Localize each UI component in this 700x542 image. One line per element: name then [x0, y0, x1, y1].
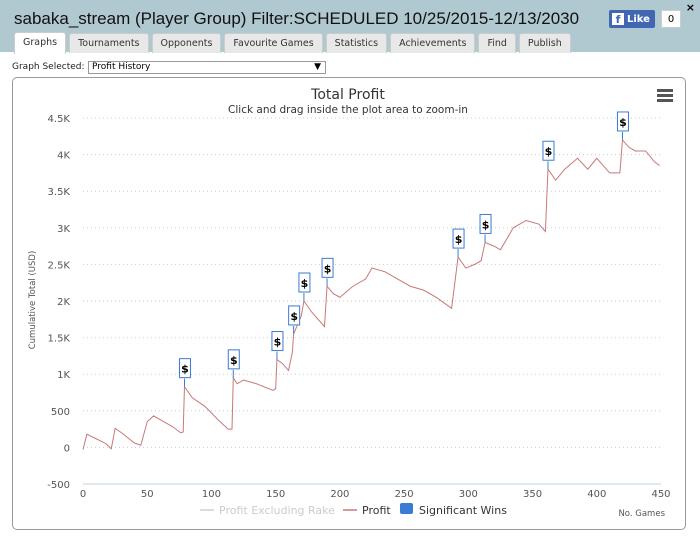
- flag-label: $: [301, 277, 309, 290]
- flag-label: $: [324, 262, 332, 275]
- significant-win-flag[interactable]: [452, 228, 465, 249]
- flag-label: $: [274, 336, 282, 349]
- y-tick-label: 0: [64, 443, 70, 454]
- significant-win-flag[interactable]: [542, 140, 555, 161]
- tab-favourite-games[interactable]: Favourite Games: [224, 33, 323, 53]
- facebook-like-button[interactable]: f Like: [609, 10, 655, 28]
- x-tick-label: 400: [587, 489, 606, 500]
- legend-item[interactable]: Significant Wins: [419, 504, 507, 517]
- x-tick-label: 450: [651, 489, 670, 500]
- close-icon[interactable]: ×: [685, 1, 695, 14]
- facebook-icon: f: [612, 13, 624, 26]
- flag-label: $: [181, 363, 189, 376]
- y-tick-label: 2K: [57, 297, 70, 308]
- x-tick-label: 300: [459, 489, 478, 500]
- tab-tournaments[interactable]: Tournaments: [69, 33, 149, 53]
- dropdown-arrow-icon: ▼: [314, 62, 321, 72]
- y-axis-label: Cumulative Total (USD): [28, 251, 38, 350]
- tab-opponents[interactable]: Opponents: [151, 33, 222, 53]
- x-tick-label: 0: [80, 489, 86, 500]
- significant-win-flag[interactable]: [271, 331, 284, 352]
- flag-label: $: [545, 145, 553, 158]
- flag-label: $: [290, 310, 298, 323]
- tab-statistics[interactable]: Statistics: [325, 33, 388, 53]
- graph-select[interactable]: Profit History ▼: [88, 61, 326, 74]
- y-tick-label: 3K: [57, 224, 70, 235]
- legend-item[interactable]: Profit Excluding Rake: [219, 504, 335, 517]
- y-tick-label: 4K: [57, 151, 70, 162]
- y-tick-label: 2.5K: [48, 260, 71, 271]
- like-count: 0: [661, 10, 681, 28]
- tab-publish[interactable]: Publish: [518, 33, 571, 53]
- x-tick-label: 150: [266, 489, 285, 500]
- page-title: sabaka_stream (Player Group) Filter:SCHE…: [14, 9, 580, 28]
- x-axis-label: No. Games: [618, 509, 665, 519]
- significant-win-flag[interactable]: [178, 358, 191, 379]
- y-tick-label: 500: [51, 407, 70, 418]
- significant-win-flag[interactable]: [288, 305, 301, 326]
- chart-subtitle: Click and drag inside the plot area to z…: [228, 104, 468, 116]
- significant-win-flag[interactable]: [616, 111, 629, 132]
- significant-win-flag[interactable]: [479, 213, 492, 234]
- x-tick-label: 50: [141, 489, 154, 500]
- chart-title: Total Profit: [310, 87, 385, 103]
- x-tick-label: 250: [395, 489, 414, 500]
- chart-panel: [12, 77, 686, 530]
- flag-label: $: [230, 354, 238, 367]
- y-tick-label: 3.5K: [48, 187, 71, 198]
- profit-line: [82, 138, 661, 450]
- tab-achievements[interactable]: Achievements: [390, 33, 476, 53]
- tab-graphs[interactable]: Graphs: [14, 32, 67, 54]
- flag-label: $: [455, 233, 463, 246]
- significant-win-flag[interactable]: [321, 257, 334, 278]
- graph-select-label: Graph Selected:: [12, 62, 85, 72]
- legend-item[interactable]: Profit: [362, 504, 391, 517]
- flag-label: $: [482, 218, 490, 231]
- significant-win-flag[interactable]: [298, 272, 311, 293]
- y-tick-label: -500: [47, 480, 70, 491]
- legend-symbol: [400, 503, 413, 514]
- menu-icon[interactable]: [657, 89, 673, 102]
- x-tick-label: 100: [202, 489, 221, 500]
- y-tick-label: 4.5K: [48, 114, 71, 125]
- y-tick-label: 1.5K: [48, 334, 71, 345]
- tab-bar: Graphs Tournaments Opponents Favourite G…: [14, 32, 571, 54]
- significant-win-flag[interactable]: [227, 349, 240, 370]
- tab-find[interactable]: Find: [478, 33, 516, 53]
- x-tick-label: 350: [523, 489, 542, 500]
- y-tick-label: 1K: [57, 370, 70, 381]
- x-tick-label: 200: [330, 489, 349, 500]
- flag-label: $: [619, 116, 627, 129]
